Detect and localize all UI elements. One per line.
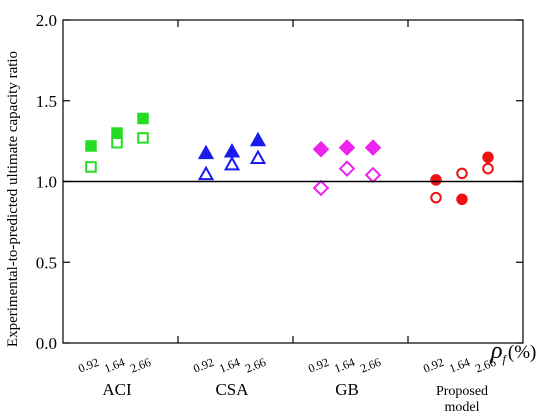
data-point-closed-circle (456, 193, 468, 206)
data-point-open-circle (430, 191, 442, 204)
data-point-open-circle (456, 167, 468, 180)
data-point-open-triangle (223, 155, 241, 171)
y-tick-label: 1.0 (36, 173, 57, 192)
y-tick-label: 0.0 (36, 334, 57, 353)
x-axis-symbol: ρ (490, 338, 503, 364)
x-rho-label: 2.66 (358, 355, 383, 376)
x-rho-label: 2.66 (243, 355, 268, 376)
x-rho-label: 1.64 (332, 355, 357, 376)
data-point-open-square (85, 161, 97, 173)
x-rho-label: 1.64 (217, 355, 242, 376)
x-group-label-line: Proposed (436, 384, 488, 399)
data-point-open-circle (482, 162, 494, 175)
y-tick-label: 2.0 (36, 11, 57, 30)
data-point-closed-triangle (223, 143, 241, 158)
x-group-label: GB (335, 380, 359, 399)
data-point-closed-circle (430, 174, 442, 186)
y-tick-label: 1.5 (36, 92, 57, 111)
x-axis-label: ρf (%) (490, 338, 536, 366)
x-group-label: CSA (215, 380, 249, 399)
x-rho-label: 0.92 (306, 355, 331, 376)
data-point-closed-square (137, 112, 149, 125)
data-point-open-diamond (338, 160, 356, 177)
data-point-open-diamond (364, 166, 382, 184)
data-point-closed-diamond (312, 140, 330, 158)
data-point-closed-square (85, 140, 97, 152)
x-axis-subscript: f (503, 352, 508, 366)
svg-text:ρf(%): ρf (%) (490, 338, 536, 366)
x-rho-label: 2.66 (128, 355, 153, 376)
data-point-open-square (137, 132, 149, 144)
x-axis-unit: (%) (508, 342, 536, 363)
x-group-label-line: model (445, 400, 480, 415)
x-rho-label: 0.92 (421, 355, 446, 376)
data-point-closed-triangle (197, 144, 215, 160)
data-point-closed-square (111, 127, 123, 139)
x-rho-label: 0.92 (76, 355, 101, 376)
data-point-open-square (111, 136, 123, 149)
x-rho-label: 0.92 (191, 355, 216, 376)
data-point-open-diamond (312, 179, 330, 197)
data-point-closed-circle (482, 151, 494, 164)
plot-marks (85, 112, 494, 206)
x-rho-label: 1.64 (102, 355, 127, 376)
data-point-closed-diamond (364, 139, 382, 156)
data-point-closed-triangle (249, 131, 267, 147)
y-axis-label: Experimental-to-predicted ultimate capac… (5, 51, 21, 347)
plot-frame (62, 19, 524, 344)
x-group-label: ACI (102, 380, 132, 399)
y-tick-label: 0.5 (36, 253, 57, 272)
data-point-open-triangle (197, 165, 215, 181)
data-point-open-triangle (249, 149, 267, 164)
y-axis-label-text: Experimental-to-predicted ultimate capac… (5, 51, 21, 347)
data-point-closed-diamond (338, 139, 356, 156)
x-rho-label: 1.64 (447, 355, 472, 376)
